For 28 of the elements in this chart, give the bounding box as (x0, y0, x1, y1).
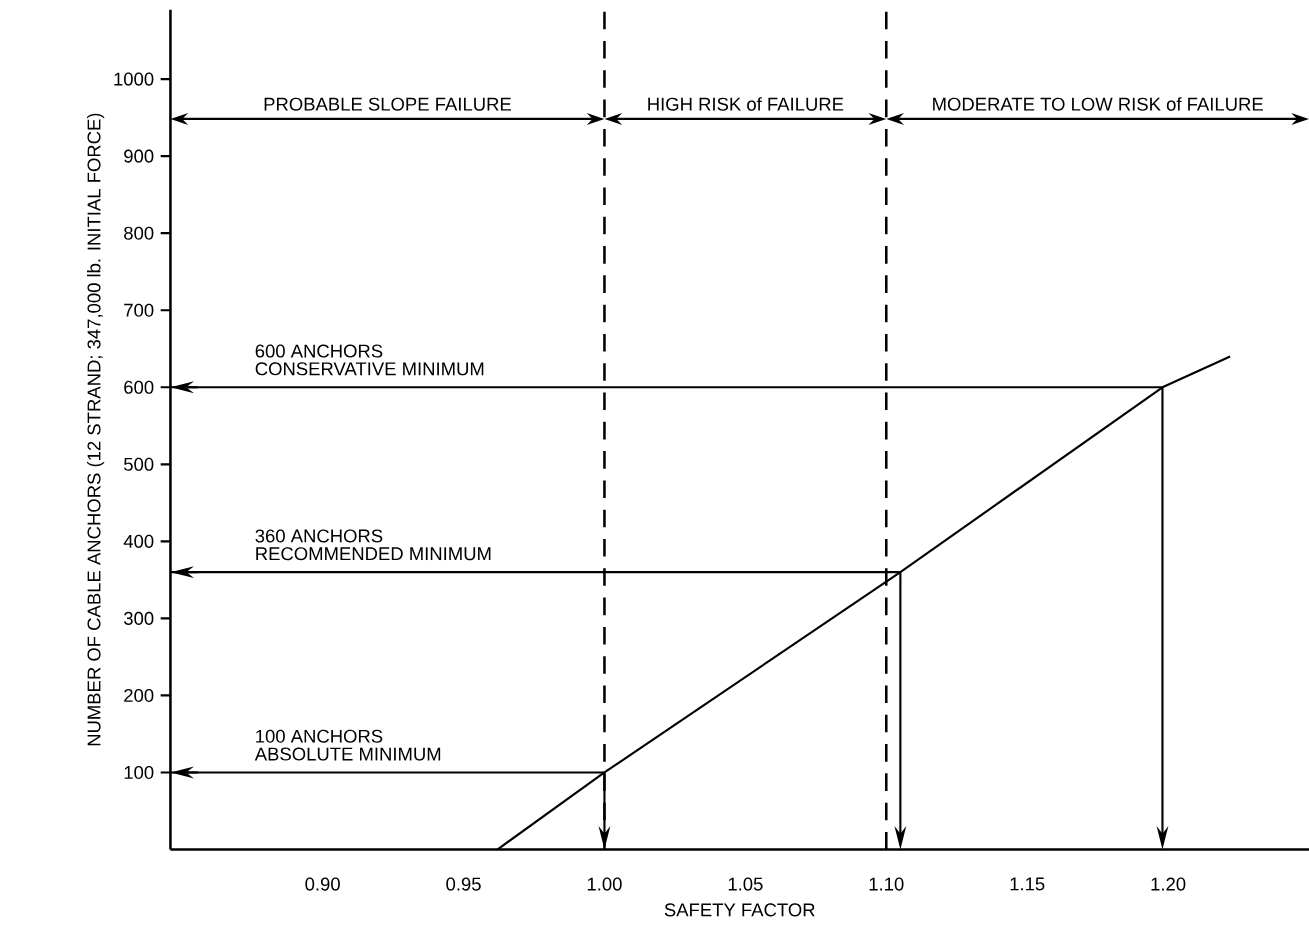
y-tick-label: 600 (124, 380, 154, 394)
y-tick-label: 800 (124, 226, 154, 240)
y-tick-label: 300 (123, 611, 154, 625)
x-tick-label: 1.15 (1010, 877, 1045, 891)
ref-line-label: 600 ANCHORS (255, 344, 383, 358)
annotation: CONSERVATIVE MINIMUM (255, 362, 484, 376)
y-tick-label: 700 (124, 303, 154, 317)
x-tick-label: 0.90 (305, 877, 340, 891)
annotation: PROBABLE SLOPE FAILURE (264, 97, 511, 111)
y-axis-title: NUMBER OF CABLE ANCHORS (12 STRAND; 347,000 lb. INITIAL FORCE) (86, 113, 105, 746)
ref-line-label: 100 ANCHORS (256, 729, 383, 743)
annotation: HIGH RISK of FAILURE (648, 96, 844, 111)
x-tick-label: 1.05 (728, 877, 763, 891)
x-tick-label: 1.10 (869, 877, 904, 891)
x-tick-label: 1.20 (1151, 877, 1186, 891)
ref-line-label: 360 ANCHORS (255, 529, 383, 543)
x-tick-label: 0.95 (446, 877, 481, 891)
annotation: ABSOLUTE MINIMUM (254, 747, 441, 761)
annotation: RECOMMENDED MINIMUM (256, 546, 491, 561)
annotation: MODERATE TO LOW RISK of FAILURE (933, 96, 1263, 111)
y-tick-label: 100 (124, 765, 154, 779)
y-tick-label: 500 (124, 457, 154, 471)
x-axis-title: SAFETY FACTOR (664, 903, 815, 917)
y-tick-label: 400 (123, 534, 154, 548)
y-tick-label: 200 (124, 688, 154, 702)
x-tick-label: 1.00 (587, 877, 622, 891)
y-tick-label: 900 (124, 149, 154, 163)
y-tick-label: 1000 (114, 72, 154, 86)
